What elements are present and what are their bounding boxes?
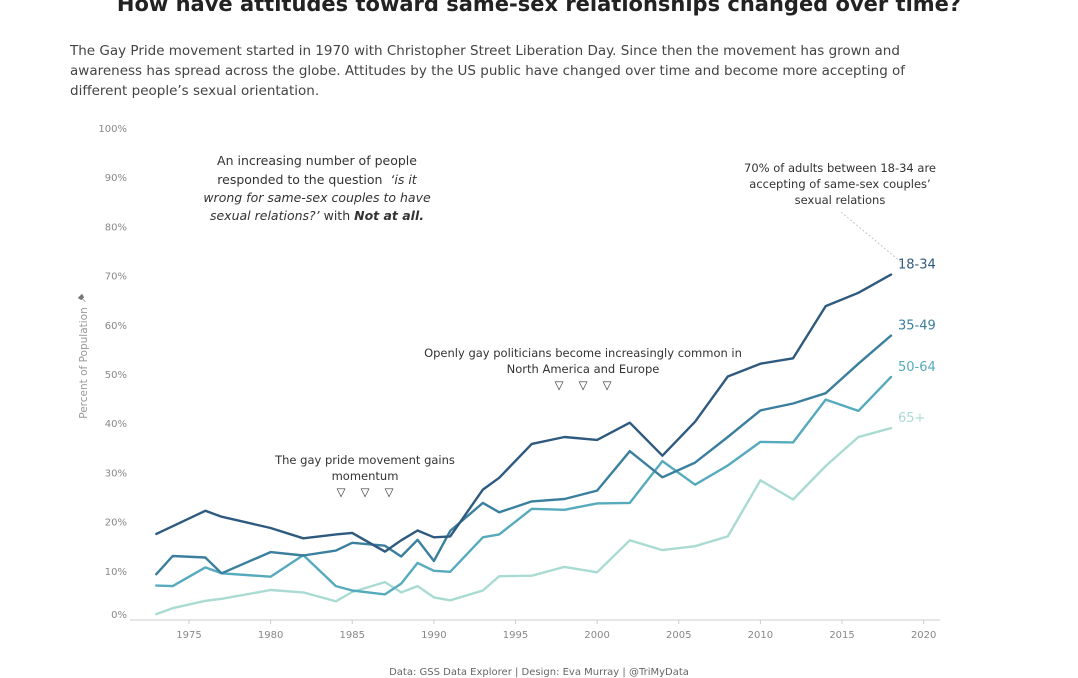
annotation-politicians: Openly gay politicians become increasing… [424, 346, 742, 392]
series-label-35-49: 35-49 [898, 319, 936, 334]
x-tick-label: 2010 [748, 630, 773, 641]
annotation-text: with [320, 208, 354, 223]
axis-layer: 0% 10% 20% 30% 40% 50% 60% 70% 80% 90% 100% 1975 198… [98, 124, 940, 641]
y-tick-label: 50% [105, 370, 127, 381]
y-tick-label: 60% [105, 321, 127, 332]
y-tick-label: 0% [111, 610, 127, 621]
description-line: The Gay Pride movement started in 1970 w… [70, 43, 900, 59]
event-marker: ▽ [337, 485, 346, 499]
x-tick-label: 2000 [584, 630, 609, 641]
annotation-text: The gay pride movement gains [274, 453, 455, 467]
annotation-text: North America and Europe [507, 362, 660, 376]
x-tick-label: 2020 [911, 630, 936, 641]
y-axis-label: Percent of Population [78, 307, 90, 418]
series-line-65plus[interactable] [155, 426, 893, 616]
event-marker: ▽ [579, 378, 588, 392]
x-tick-label: 1995 [503, 630, 528, 641]
annotation-text: sexual relations?’ [210, 208, 321, 223]
y-tick-label: 80% [105, 222, 127, 233]
annotation-text: sexual relations [795, 193, 886, 207]
annotation-text: Openly gay politicians become increasing… [424, 346, 742, 360]
event-marker: ▽ [361, 485, 370, 499]
footer-credits: Data: GSS Data Explorer | Design: Eva Mu… [389, 667, 689, 678]
y-tick-label: 30% [105, 468, 127, 479]
x-tick-label: 1975 [176, 630, 201, 641]
x-tick-label: 1980 [258, 630, 283, 641]
y-tick-label: 70% [105, 272, 127, 283]
annotation-adults: 70% of adults between 18-34 are acceptin… [744, 161, 936, 263]
annotation-question: An increasing number of people responded… [203, 153, 431, 223]
description: The Gay Pride movement started in 1970 w… [70, 41, 930, 101]
annotation-text: Not at all. [354, 208, 424, 223]
series-line-18-34[interactable] [155, 273, 893, 553]
y-tick-label: 40% [105, 419, 127, 430]
x-tick-label: 1990 [421, 630, 446, 641]
event-marker: ▽ [385, 485, 394, 499]
pin-icon[interactable] [77, 293, 88, 304]
annotation-text: sexual relations?’ with Not at all. [210, 208, 424, 223]
series-line-50-64[interactable] [155, 375, 893, 596]
annotation-text: wrong for same-sex couples to have [203, 190, 431, 205]
annotation-text: responded to the question ‘is it [217, 172, 418, 187]
x-tick-label: 2005 [666, 630, 691, 641]
y-tick-label: 100% [98, 124, 127, 135]
description-line: different people’s sexual orientation. [70, 83, 320, 99]
annotation-text: momentum [332, 469, 399, 483]
annotation-pride: The gay pride movement gains momentum ▽ … [274, 453, 455, 499]
event-marker: ▽ [603, 378, 612, 392]
annotation-text: An increasing number of people [217, 153, 417, 168]
y-tick-label: 90% [105, 173, 127, 184]
annotation-text: ‘is it [390, 172, 417, 187]
description-line: awareness has spread across the globe. A… [70, 63, 906, 79]
annotation-text: accepting of same-sex couples’ [749, 177, 930, 191]
y-tick-label: 20% [105, 518, 127, 529]
annotation-text: responded to the question [217, 172, 382, 187]
series-label-18-34: 18-34 [898, 258, 936, 273]
x-tick-label: 1985 [340, 630, 365, 641]
y-tick-label: 10% [105, 567, 127, 578]
series-label-50-64: 50-64 [898, 360, 936, 375]
x-tick-label: 2015 [829, 630, 854, 641]
series-line-35-49[interactable] [155, 334, 893, 576]
event-marker: ▽ [555, 378, 564, 392]
series-label-65plus: 65+ [898, 411, 925, 426]
annotation-text: 70% of adults between 18-34 are [744, 161, 936, 175]
annotation-leader [840, 211, 902, 263]
series-layer: 65+ 50-64 35-49 18-34 [155, 258, 936, 616]
page-title: How have attitudes toward same-sex relat… [116, 0, 962, 16]
